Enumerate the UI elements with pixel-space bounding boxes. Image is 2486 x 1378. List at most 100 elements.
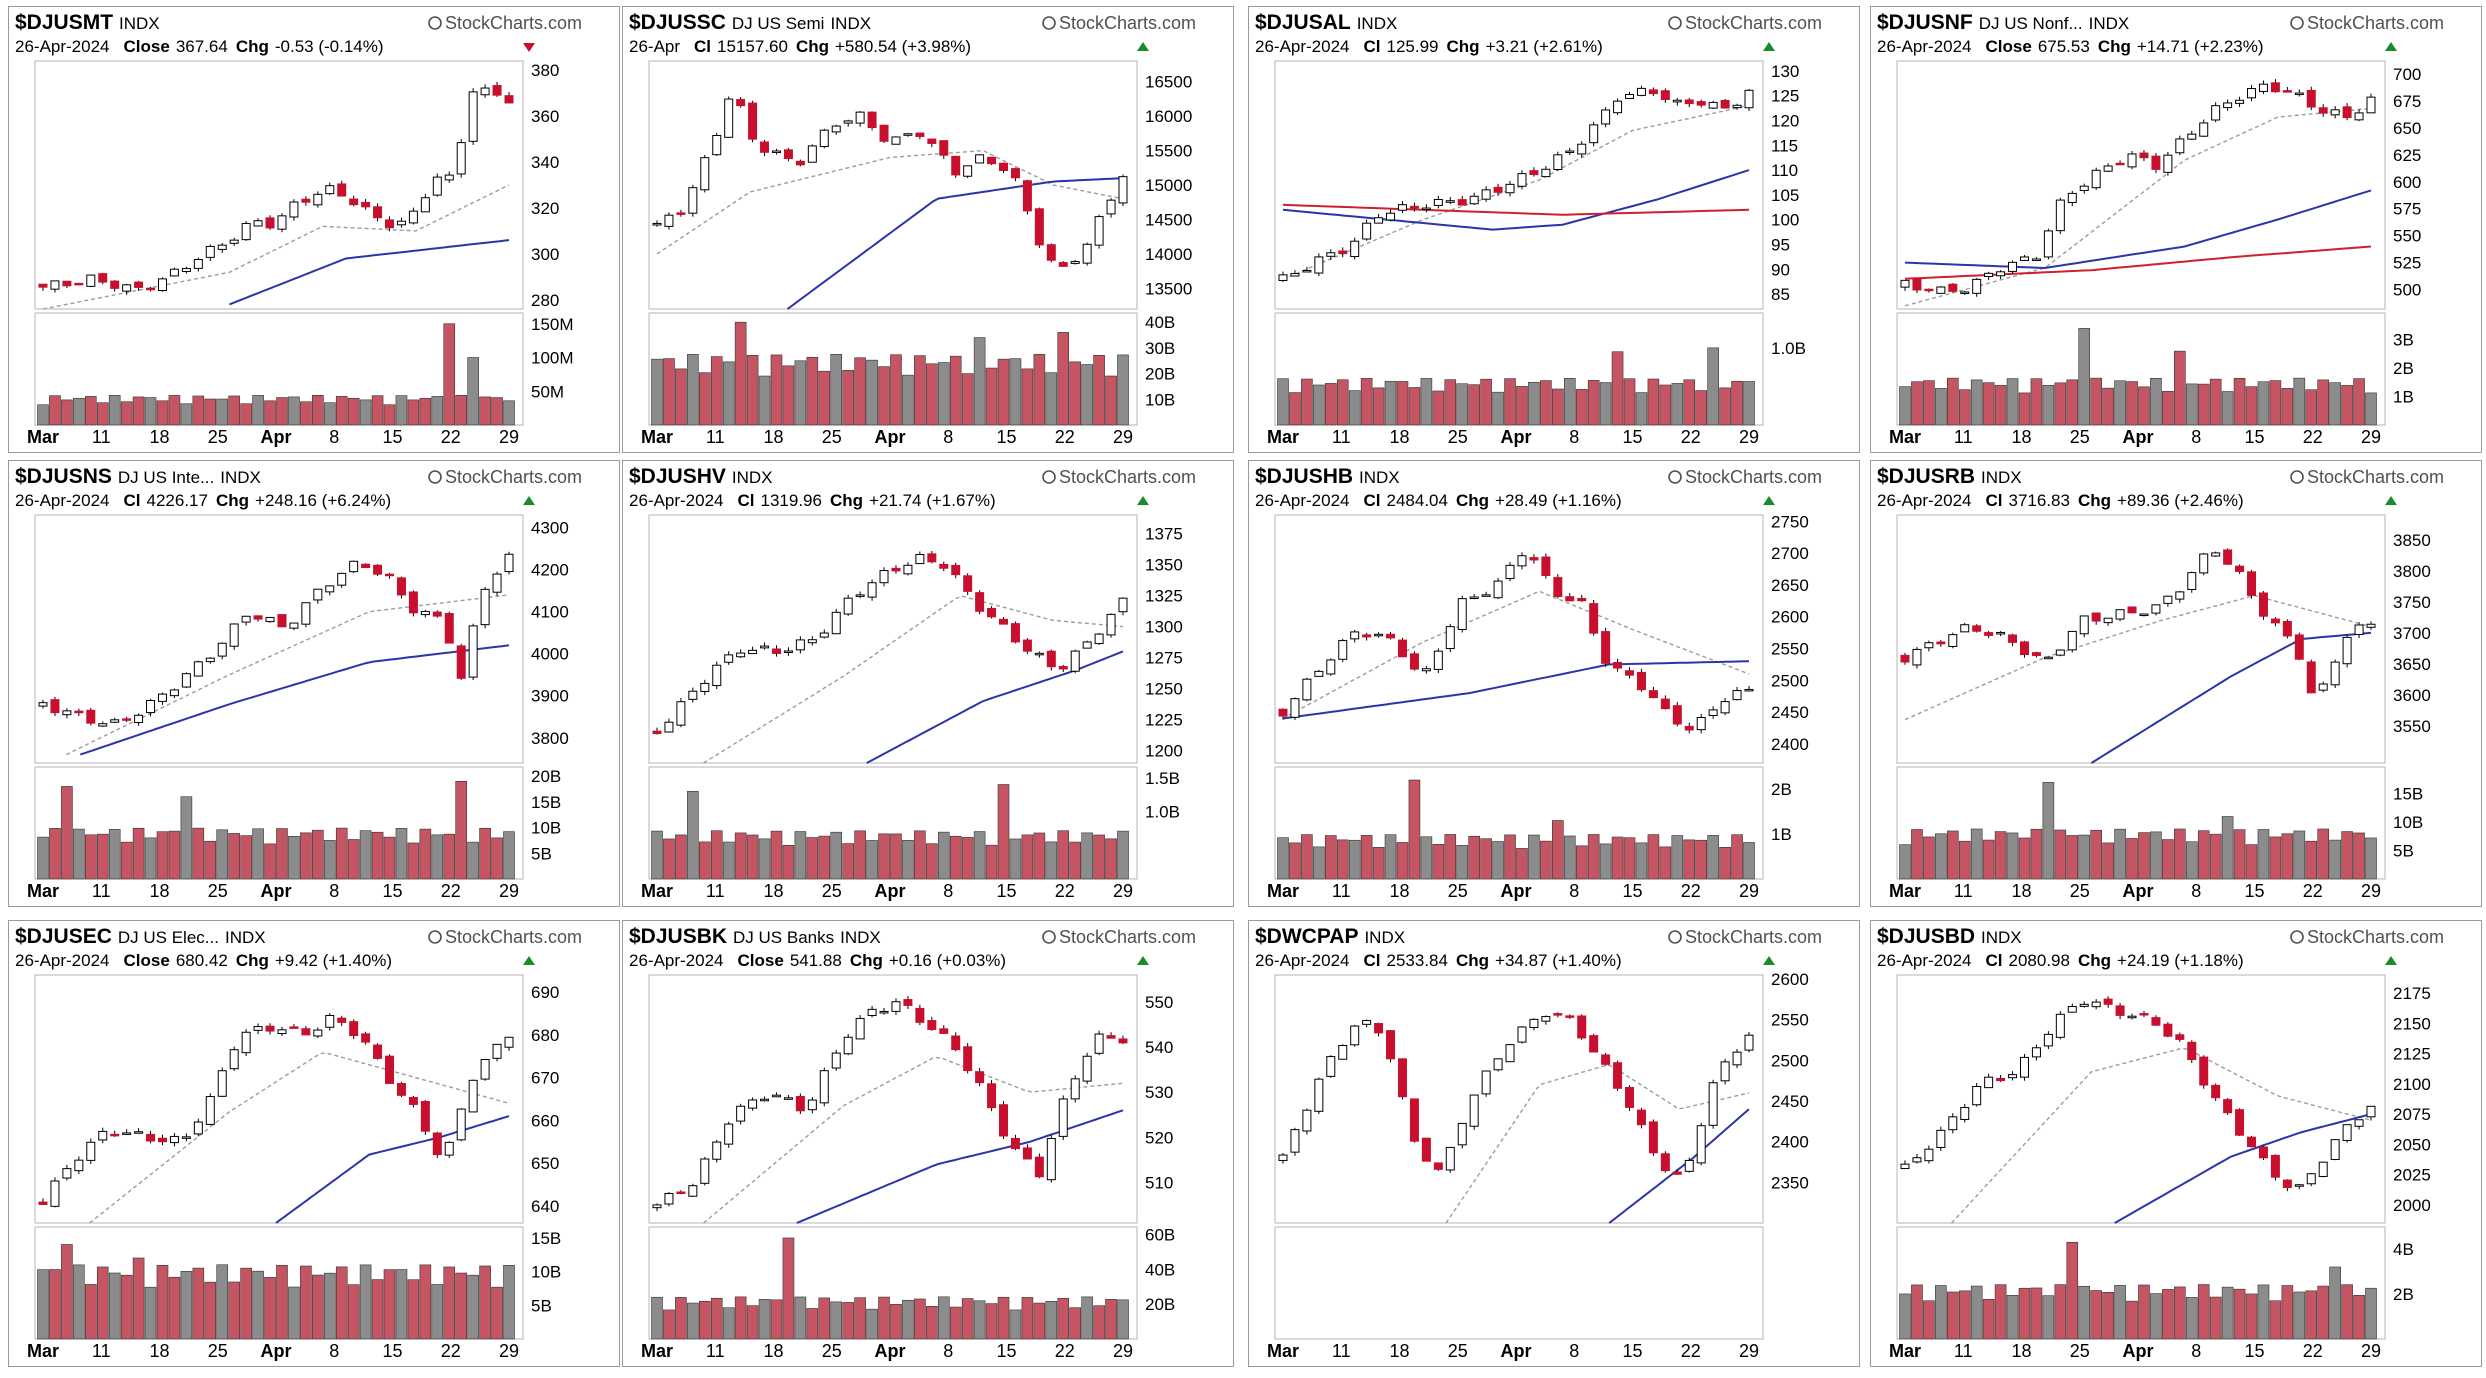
candle [277, 213, 287, 233]
chart-header: $DJUSAL INDX [1255, 11, 1397, 34]
exchange-label: INDX [732, 468, 773, 487]
candle [349, 195, 359, 207]
candle [86, 274, 96, 288]
volume-bar [1069, 1307, 1082, 1340]
volume-bar [2174, 350, 2186, 426]
volume-bar [2030, 828, 2043, 880]
candle [1577, 1014, 1587, 1040]
volume-bar [914, 1298, 926, 1340]
volume-bar [1396, 381, 1409, 426]
candle [1302, 266, 1312, 273]
x-tick-label: Apr [1501, 427, 1532, 447]
candle [1118, 1035, 1128, 1045]
candle [700, 154, 710, 193]
candle [229, 623, 239, 650]
y-tick-label: 2500 [1771, 671, 1809, 690]
volume-bar [1093, 355, 1105, 426]
chart-panel[interactable]: $DJUSEC DJ US Elec... INDX StockCharts.com 2… [8, 920, 620, 1367]
candle [819, 1067, 829, 1107]
x-tick-label: 11 [706, 427, 725, 447]
volume-bar [770, 830, 783, 880]
candle [1421, 666, 1431, 674]
volume-bar [1994, 831, 2007, 880]
volume-bar [1659, 846, 1672, 880]
chart-panel[interactable]: $DJUSHV INDX StockCharts.com 26-Apr-2024 Cl 1… [622, 460, 1234, 907]
candle [181, 266, 191, 274]
candle [819, 629, 829, 639]
candle [74, 1156, 84, 1175]
volume-bar [96, 1266, 109, 1340]
candle [2103, 617, 2113, 626]
y-tick-label: 15000 [1145, 176, 1192, 195]
y-tick-label: 3600 [2393, 686, 2431, 705]
volume-bar [746, 355, 759, 426]
chart-panel[interactable]: $DJUSRB INDX StockCharts.com 26-Apr-2024 Cl 3… [1870, 460, 2482, 907]
candle [396, 576, 406, 599]
candle [217, 642, 227, 660]
volume-bar [2257, 829, 2270, 880]
volume-bar [2257, 1284, 2270, 1340]
change-value: +28.49 (+1.16%) [1495, 491, 1622, 510]
candle [265, 1023, 275, 1035]
x-tick-label: 29 [1739, 427, 1759, 447]
candle [795, 159, 805, 167]
candle [1094, 632, 1104, 645]
volume-bar [1468, 384, 1480, 426]
candle [1696, 99, 1706, 108]
x-tick-label: 8 [1569, 1341, 1579, 1361]
candle [1601, 627, 1611, 667]
candle [38, 283, 48, 291]
chart-panel[interactable]: $DJUSNS DJ US Inte... INDX StockCharts.com 2… [8, 460, 620, 907]
y-tick-label: 1200 [1145, 742, 1183, 761]
candle [1314, 253, 1324, 276]
candle [2282, 619, 2292, 639]
volume-bar [985, 1303, 998, 1340]
volume-bar [926, 1305, 938, 1340]
candle [253, 1023, 263, 1035]
candle [1421, 204, 1431, 213]
x-tick-label: 11 [92, 1341, 111, 1361]
chart-panel[interactable]: $DJUSHB INDX StockCharts.com 26-Apr-2024 Cl 2… [1248, 460, 1860, 907]
y-tick-label: 670 [531, 1069, 559, 1088]
candle [1541, 165, 1551, 178]
volume-bar [854, 830, 866, 880]
volume-bar [675, 1297, 687, 1340]
chart-panel[interactable]: $DJUSNF DJ US Nonf... INDX StockCharts.com 2… [1870, 6, 2482, 453]
candle [157, 1134, 167, 1146]
candle [2055, 1011, 2065, 1040]
chart-panel[interactable]: $DJUSAL INDX StockCharts.com 26-Apr-2024 Cl 1… [1248, 6, 1860, 453]
volume-bar [2102, 842, 2114, 880]
y-tick-label: 510 [1145, 1173, 1173, 1192]
price-plot-frame [34, 60, 524, 310]
candle [2211, 551, 2221, 557]
chart-panel[interactable]: $DJUSMT INDX StockCharts.com 26-Apr-2024 Clo… [8, 6, 620, 453]
volume-bar [2078, 1285, 2091, 1340]
candle [2127, 150, 2137, 170]
candle [1118, 597, 1128, 616]
candle [1094, 214, 1104, 249]
x-tick-label: Apr [2123, 427, 2154, 447]
candle [1445, 1146, 1455, 1173]
chart-header: $DJUSRB INDX [1877, 465, 2022, 488]
volume-bar [1743, 381, 1755, 426]
chart-panel[interactable]: $DJUSBD INDX StockCharts.com 26-Apr-2024 Cl 2… [1870, 920, 2482, 1367]
candle [1409, 202, 1419, 212]
y-tick-label: 360 [531, 107, 559, 126]
candle [1900, 1160, 1910, 1170]
candle [1278, 708, 1288, 720]
chart-panel[interactable]: $DJUSBK DJ US Banks INDX StockCharts.com 26-… [622, 920, 1234, 1367]
volume-bar [2174, 828, 2186, 880]
volume-bar [491, 1286, 503, 1340]
chart-panel[interactable]: $DWCPAP INDX StockCharts.com 26-Apr-2024 Cl 2… [1248, 920, 1860, 1367]
change-label: Chg [216, 491, 249, 510]
chart-panel[interactable]: $DJUSSC DJ US Semi INDX StockCharts.com 26-A… [622, 6, 1234, 453]
volume-bar [722, 841, 735, 880]
sma_short-line [703, 595, 1124, 764]
volume-bar [710, 356, 723, 426]
volume-bar [443, 833, 456, 880]
volume-bar [383, 404, 396, 426]
change-label: Chg [830, 491, 863, 510]
change-value: +0.16 (+0.03%) [889, 951, 1006, 970]
quote-line: 26-Apr-2024 Cl 2533.84 Chg +34.87 (+1.40%) [1255, 951, 1622, 970]
